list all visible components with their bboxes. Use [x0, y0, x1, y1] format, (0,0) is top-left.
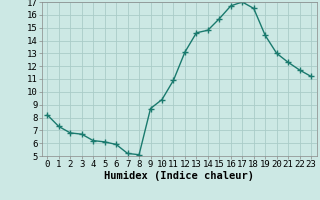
X-axis label: Humidex (Indice chaleur): Humidex (Indice chaleur) — [104, 171, 254, 181]
